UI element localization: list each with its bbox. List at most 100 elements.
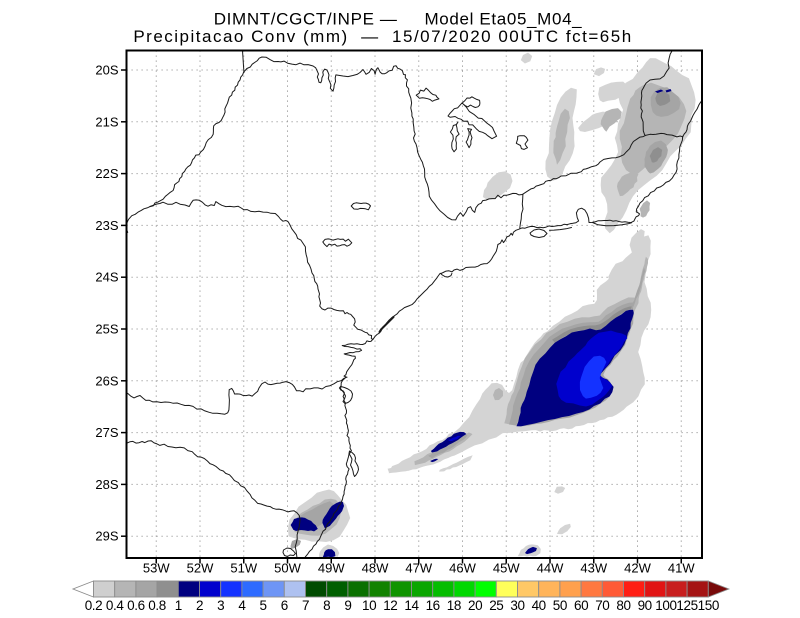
colorbar-cell [347,580,370,598]
colorbar-cell [665,580,688,598]
colorbar-label: 0.2 [85,598,103,613]
map-frame [121,49,703,564]
lat-label: 28S [95,477,118,492]
precip-tail-navy2 [430,458,439,463]
colorbar-cell [601,580,624,598]
lon-label: 53W [143,561,170,576]
colorbar-cell [135,580,158,598]
colorbar-label: 8 [323,598,330,613]
border-es-rj [644,132,684,138]
colorbar-label: 20 [468,598,482,613]
precip-ne-navy-speck1 [655,89,664,93]
colorbar-cell [220,580,243,598]
lat-label: 24S [95,270,118,285]
colorbar-left-arrow [71,580,94,598]
precip-offshore-blue3 [579,355,607,399]
border-parana-river [126,71,245,233]
colorbar-cell [199,580,222,598]
colorbar-label: 14 [404,598,419,613]
precip-bottom2-navy [525,546,537,555]
colorbar-label: 12 [383,598,397,613]
colorbar-label: 16 [426,598,440,613]
lake-small-mg [515,135,529,150]
colorbar-cell [156,580,179,598]
colorbar-cell [305,580,328,598]
colorbar-cell [114,580,137,598]
colorbar-cell [262,580,285,598]
colorbar-label: 25 [489,598,503,613]
colorbar-cell [389,580,412,598]
precip-west-streak-gray1 [482,171,513,200]
lake-sp-1 [350,202,371,211]
colorbar-cell [495,580,518,598]
island-florianopolis [348,450,359,477]
colorbar-cell [411,580,434,598]
border-sp-rj [519,193,524,229]
precip-coastal-tail-gray1a [629,229,645,256]
lat-label: 26S [95,373,118,388]
colorbar-label: 0.4 [106,598,124,613]
border-rio-grande [243,56,406,92]
axis-labels: 20S 21S 22S 23S 24S 25S 26S 27S 28S 29S 53W 52W 51W 5… [95,63,695,576]
border-paranaiba [242,50,245,73]
lon-label: 50W [274,561,301,576]
precip-offshore-gray4 [552,306,634,343]
border-pr-sc [126,376,348,415]
lon-label: 44W [537,561,564,576]
precipitation-shading [288,52,696,558]
colorbar-label: 30 [510,598,524,613]
colorbar-label: 0.6 [127,598,145,613]
lat-label: 21S [95,114,118,129]
map-border [125,49,703,559]
colorbar-cell [453,580,476,598]
colorbar-label: 0.8 [148,598,166,613]
colorbar-cell [538,580,561,598]
precip-tail-blue2 [448,435,461,441]
colorbar-cell [283,580,306,598]
lon-label: 41W [668,561,695,576]
precip-ne-speck-north [593,67,606,77]
colorbar-label: 5 [260,598,267,613]
colorbar-label: 3 [217,598,224,613]
colorbar-cell [474,580,497,598]
colorbar-label: 10 [362,598,376,613]
geography-lines [126,50,702,558]
border-sc-rs [126,440,301,558]
title-line-1: DIMNT/CGCT/INPE — Model Eta05_M04_ [214,10,583,29]
colorbar-label: 4 [238,598,246,613]
precip-offshore-gray3 [509,302,636,426]
colorbar-cell [517,580,540,598]
precip-ne-gray2c [600,108,622,132]
precip-tail-gray1b [388,445,468,474]
colorbar-label: 7 [302,598,309,613]
lagoon-araruama [592,222,632,227]
colorbar-cell [559,580,582,598]
precip-ne-west-gray2 [553,108,570,165]
colorbar-label: 70 [595,598,609,613]
lon-label: 42W [624,561,651,576]
colorbar-cell [241,580,264,598]
lon-label: 43W [580,561,607,576]
precip-speck1 [554,486,566,494]
lat-label: 23S [95,218,118,233]
colorbar-label: 6 [281,598,288,613]
precip-tail2-gray1 [439,455,473,472]
colorbar-label: 1 [175,598,182,613]
precip-coastal-tail-gray1b [608,261,630,288]
precip-sc-navy-a [290,517,318,532]
lon-label: 45W [493,561,520,576]
colorbar-label: 60 [574,598,588,613]
colorbar-cell [686,580,709,598]
colorbar-label: 40 [532,598,546,613]
colorbar-legend: 0.2 0.4 0.6 0.8 1 2 3 4 5 6 7 8 9 10 12 14 16 18 20 25 30 40 5… [71,580,731,613]
lat-label: 22S [95,166,118,181]
precip-knob-gray2 [493,388,503,401]
lake-furnas [415,87,498,153]
colorbar-label: 9 [344,598,351,613]
border-sp-mg [404,74,523,221]
colorbar-label: 80 [616,598,630,613]
colorbar-label: 50 [553,598,567,613]
lon-label: 48W [362,561,389,576]
precip-ne-navy-speck2 [665,89,672,93]
